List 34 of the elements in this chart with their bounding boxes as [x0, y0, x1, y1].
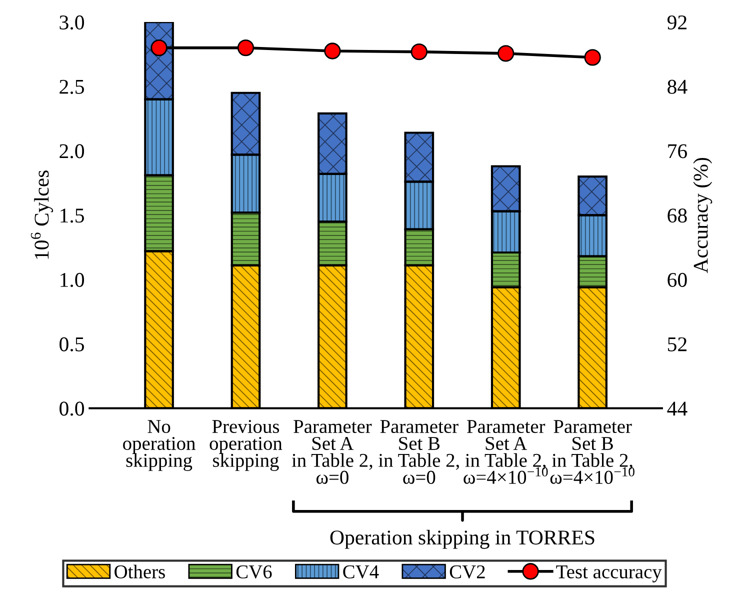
legend-label: Test accuracy — [556, 565, 662, 582]
y2-tick-label: 60 — [668, 272, 687, 287]
y-axis-title: 10$^{6}$ Cylces — [30, 170, 54, 259]
point — [150, 39, 168, 56]
legend-label: CV6 — [236, 565, 272, 578]
y-tick-label: 2.0 — [60, 144, 84, 158]
legend-label: CV2 — [450, 565, 485, 578]
y2-tick-label: 44 — [667, 402, 688, 416]
point — [584, 49, 601, 66]
point — [410, 43, 428, 60]
x-tick-label: No operation skipping — [123, 420, 196, 471]
point — [237, 39, 254, 56]
x-tick-label: Parameter Set A in Table 2, ω=0 — [292, 420, 372, 484]
y2-axis-title: Accuracy (%) — [693, 158, 712, 274]
y2-tick-label: 92 — [667, 15, 686, 30]
y2-tick-label: 68 — [668, 208, 687, 223]
y-tick-label: 0.0 — [60, 402, 84, 416]
y2-tick-label: 76 — [668, 144, 688, 158]
legend-label: Others — [114, 564, 165, 578]
point — [498, 45, 514, 62]
legend-label: CV4 — [343, 565, 379, 578]
x-tick-label: Previous operation skipping — [210, 420, 282, 471]
point — [324, 42, 341, 60]
x-tick-label: Parameter Set B in Table 2, ω=4×10$^{−10}$ — [550, 420, 634, 484]
x-tick-label: Parameter Set A in Table 2, ω=4×10$^{−10}$ — [464, 420, 548, 484]
y2-tick-label: 84 — [668, 80, 688, 94]
y-tick-label: 2.5 — [60, 80, 84, 94]
y-tick-label: 3.0 — [60, 15, 84, 30]
y-tick-label: 1.5 — [60, 208, 84, 223]
x-tick-label: Parameter Set B in Table 2, ω=0 — [378, 420, 459, 484]
y-tick-label: 1.0 — [60, 272, 84, 288]
y-tick-label: 0.5 — [60, 337, 84, 352]
y2-tick-label: 52 — [668, 337, 686, 352]
text: Operation skipping in TORRES — [330, 530, 594, 549]
